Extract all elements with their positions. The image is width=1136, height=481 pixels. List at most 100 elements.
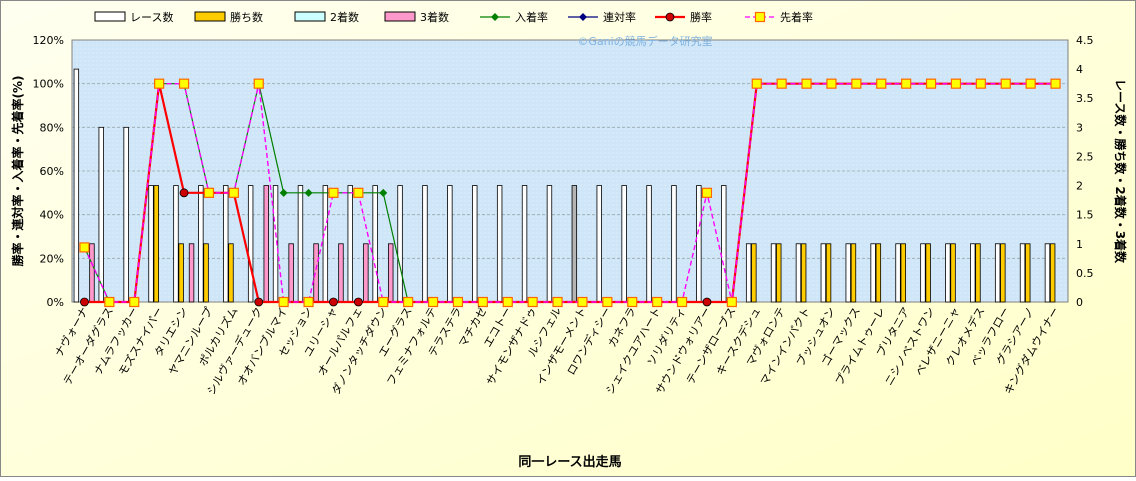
legend-marker	[665, 12, 675, 22]
point-senchaku	[851, 78, 862, 89]
bar-races	[696, 185, 702, 303]
point-senchaku	[701, 187, 713, 198]
point-senchaku	[79, 242, 90, 253]
point-senchaku	[328, 187, 339, 198]
bar-races	[945, 243, 951, 303]
point-place	[304, 188, 313, 197]
y-tick-label-right: 2.5	[1076, 150, 1094, 163]
bar-wins	[825, 243, 832, 303]
point-senchaku	[403, 296, 414, 308]
bar-races	[372, 185, 378, 303]
point-senchaku	[676, 296, 688, 308]
point-place	[279, 188, 288, 197]
y-axis-title-left: 勝率・連対率・入着率・先着率(%)	[10, 76, 25, 267]
bar-third	[363, 243, 369, 303]
legend-label: 勝率	[690, 10, 712, 24]
y-tick-label-right: 0	[1076, 296, 1083, 309]
point-senchaku	[925, 78, 937, 89]
legend-swatch	[94, 11, 126, 22]
point-senchaku	[154, 78, 165, 89]
bar-races	[148, 185, 154, 303]
bar-races	[895, 243, 901, 303]
bar-races	[496, 185, 503, 303]
bar-third	[89, 243, 95, 303]
legend-marker	[491, 13, 499, 21]
y-tick-label-right: 3.5	[1076, 92, 1094, 105]
y-tick-label-right: 4.5	[1076, 34, 1094, 47]
point-senchaku	[527, 296, 538, 308]
point-senchaku	[203, 187, 215, 198]
line-senchaku	[83, 82, 1056, 303]
point-win	[329, 297, 338, 307]
bar-wins	[800, 243, 807, 303]
point-senchaku	[378, 296, 389, 308]
point-senchaku	[776, 78, 787, 89]
legend-swatch	[194, 11, 226, 22]
bar-wins	[153, 185, 159, 303]
bar-wins	[875, 243, 882, 303]
bar-races	[472, 185, 478, 303]
point-senchaku	[726, 296, 737, 308]
point-senchaku	[1050, 78, 1061, 89]
bar-wins	[1049, 243, 1056, 303]
legend-label: 3着数	[420, 10, 449, 24]
y-tick-label-left: 60%	[40, 165, 64, 178]
y-tick-label-right: 0.5	[1076, 267, 1094, 280]
bar-races	[247, 185, 254, 303]
bar-races	[621, 185, 627, 303]
bar-wins	[950, 243, 956, 303]
bar-wins	[975, 243, 981, 303]
point-senchaku	[826, 78, 837, 89]
point-win	[179, 188, 189, 198]
legend-label: 連対率	[603, 10, 636, 24]
bar-races	[920, 243, 926, 303]
legend-label: 2着数	[330, 10, 359, 24]
point-senchaku	[278, 296, 289, 308]
point-win	[353, 297, 363, 307]
bar-races	[571, 185, 578, 303]
bar-wins	[178, 243, 184, 303]
bar-races	[845, 243, 851, 303]
legend-label: 勝ち数	[230, 10, 263, 24]
y-tick-label-left: 40%	[40, 209, 64, 222]
legend-label: 先着率	[780, 10, 813, 24]
y-axis-title-right: レース数・勝ち数・2着数・3着数	[1113, 79, 1128, 264]
point-senchaku	[427, 296, 439, 308]
bar-races	[521, 185, 528, 303]
bar-wins	[776, 243, 782, 303]
bar-races	[98, 126, 104, 303]
y-tick-label-right: 1	[1076, 238, 1083, 251]
y-tick-label-left: 20%	[40, 252, 64, 265]
x-axis-title: 同一レース出走馬	[518, 454, 621, 470]
bar-races	[297, 185, 304, 303]
bar-races	[596, 185, 602, 303]
bar-races	[347, 185, 353, 303]
bar-races	[820, 243, 827, 303]
bar-races	[870, 243, 876, 303]
point-senchaku	[228, 187, 239, 198]
bar-races	[745, 243, 752, 303]
bar-races	[1019, 243, 1026, 303]
point-senchaku	[502, 296, 513, 308]
legend-label: レース数	[130, 11, 173, 24]
point-senchaku	[801, 78, 812, 89]
bar-wins	[228, 243, 234, 303]
point-senchaku	[452, 296, 464, 308]
bar-races	[223, 185, 229, 303]
bar-third	[263, 185, 269, 303]
point-senchaku	[876, 78, 887, 89]
point-senchaku	[627, 296, 638, 308]
point-win	[80, 297, 89, 307]
y-tick-label-left: 80%	[40, 121, 64, 134]
point-senchaku	[1000, 78, 1011, 89]
bar-races	[1044, 243, 1051, 303]
bar-races	[123, 126, 129, 303]
y-tick-label-right: 4	[1076, 63, 1083, 76]
legend-label: 入着率	[515, 10, 548, 24]
bar-races	[994, 243, 1001, 303]
bar-races	[721, 185, 727, 303]
y-tick-label-left: 120%	[33, 34, 64, 47]
bar-races	[770, 243, 777, 303]
point-senchaku	[253, 78, 264, 89]
